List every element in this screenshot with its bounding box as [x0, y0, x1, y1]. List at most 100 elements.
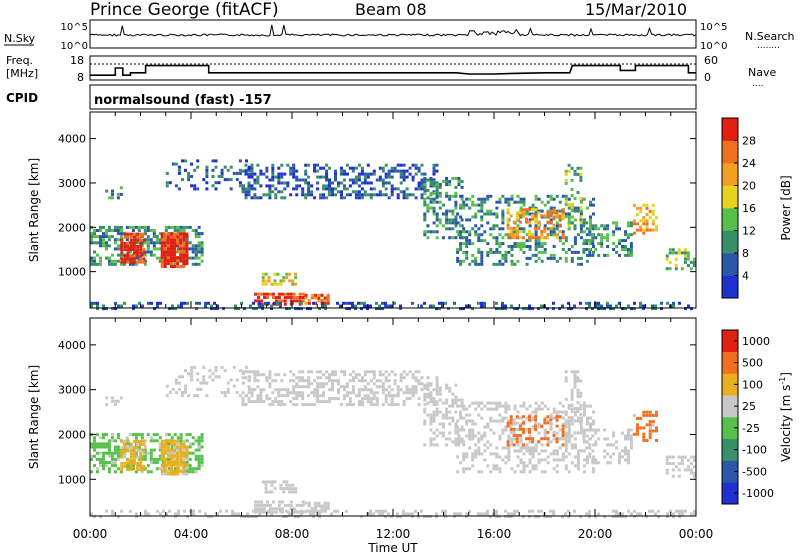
- power-cell: [642, 307, 645, 311]
- power-cell: [268, 178, 272, 182]
- power-cell: [645, 206, 649, 210]
- power-cell: [167, 225, 171, 229]
- power-cell: [585, 227, 589, 231]
- power-cell: [261, 304, 264, 308]
- velocity-cell: [513, 407, 517, 411]
- power-cell: [561, 248, 565, 251]
- velocity-cell: [289, 500, 293, 504]
- velocity-colorbar-tick-5: -100: [742, 444, 767, 457]
- velocity-cell: [369, 388, 373, 392]
- power-cell: [170, 256, 173, 260]
- velocity-cell: [184, 384, 187, 388]
- velocity-cell: [116, 436, 120, 440]
- power-cell: [173, 265, 176, 268]
- velocity-cell: [495, 452, 499, 456]
- power-cell: [445, 183, 449, 186]
- velocity-cell: [665, 471, 669, 475]
- power-cell: [462, 200, 466, 204]
- power-cell: [480, 206, 484, 210]
- velocity-cell: [564, 446, 568, 450]
- velocity-cell: [396, 515, 399, 519]
- velocity-cell: [543, 434, 547, 438]
- power-cell: [295, 169, 299, 173]
- velocity-cell: [594, 515, 597, 519]
- velocity-cell: [110, 454, 114, 458]
- velocity-cell: [642, 413, 646, 417]
- power-cell: [325, 187, 329, 191]
- velocity-cell: [462, 443, 466, 447]
- velocity-cell: [629, 428, 633, 432]
- power-cell: [271, 166, 275, 170]
- power-cell: [139, 251, 143, 255]
- velocity-cell: [402, 512, 405, 516]
- power-cell: [462, 307, 465, 311]
- velocity-cell: [113, 461, 117, 464]
- power-cell: [363, 190, 367, 194]
- velocity-cell: [366, 382, 370, 386]
- power-cell: [163, 253, 167, 257]
- power-cell: [187, 175, 191, 178]
- power-cell: [253, 196, 257, 200]
- velocity-cell: [149, 448, 153, 452]
- power-cell: [498, 262, 502, 266]
- power-cell: [636, 206, 639, 210]
- power-cell: [417, 181, 421, 185]
- velocity-cell: [603, 515, 606, 519]
- power-cell: [129, 257, 133, 261]
- velocity-cell: [540, 401, 544, 405]
- power-cell: [194, 235, 198, 239]
- velocity-cell: [438, 410, 442, 414]
- velocity-cell: [435, 400, 439, 404]
- power-cell: [683, 254, 687, 258]
- velocity-cell: [552, 452, 556, 456]
- power-cell: [558, 230, 562, 233]
- velocity-cell: [543, 437, 547, 441]
- power-cell: [276, 301, 279, 305]
- power-colorbar-tick-6: 28: [742, 135, 756, 148]
- velocity-cell: [140, 439, 144, 443]
- velocity-cell: [343, 394, 346, 398]
- power-cell: [465, 197, 469, 201]
- velocity-cell: [252, 509, 255, 513]
- power-cell: [555, 259, 559, 263]
- velocity-cell: [274, 373, 278, 377]
- velocity-cell: [158, 454, 162, 458]
- power-cell: [182, 232, 186, 236]
- power-cell: [573, 239, 577, 243]
- velocity-cell: [372, 373, 376, 377]
- power-cell: [292, 169, 296, 173]
- power-colorbar-label: Power [dB]: [779, 175, 793, 240]
- power-cell: [504, 250, 508, 254]
- velocity-cell: [528, 434, 532, 438]
- power-cell: [177, 304, 180, 308]
- velocity-cell: [579, 407, 583, 410]
- velocity-cell: [264, 487, 268, 491]
- power-cell: [531, 253, 535, 257]
- power-cell: [163, 262, 167, 265]
- velocity-cell: [354, 373, 358, 377]
- power-cell: [123, 245, 127, 248]
- velocity-cell: [426, 515, 429, 519]
- power-cell: [200, 232, 204, 236]
- velocity-cell: [665, 462, 669, 465]
- power-cell: [334, 175, 337, 179]
- velocity-cell: [375, 403, 379, 407]
- velocity-cell: [309, 512, 312, 516]
- velocity-cell: [375, 385, 379, 389]
- velocity-cell: [570, 461, 574, 465]
- power-cell: [618, 239, 621, 243]
- velocity-cell: [363, 379, 367, 383]
- power-cell: [171, 307, 174, 311]
- velocity-cell: [191, 467, 195, 471]
- velocity-cell: [256, 400, 260, 404]
- power-cell: [216, 304, 219, 308]
- power-cell: [348, 307, 351, 311]
- power-cell: [441, 236, 445, 240]
- velocity-cell: [471, 422, 475, 426]
- velocity-cell: [462, 458, 466, 462]
- velocity-cell: [498, 434, 502, 438]
- velocity-cell: [579, 394, 583, 398]
- power-cell: [660, 301, 663, 305]
- velocity-cell: [310, 391, 314, 395]
- power-cell: [256, 163, 260, 167]
